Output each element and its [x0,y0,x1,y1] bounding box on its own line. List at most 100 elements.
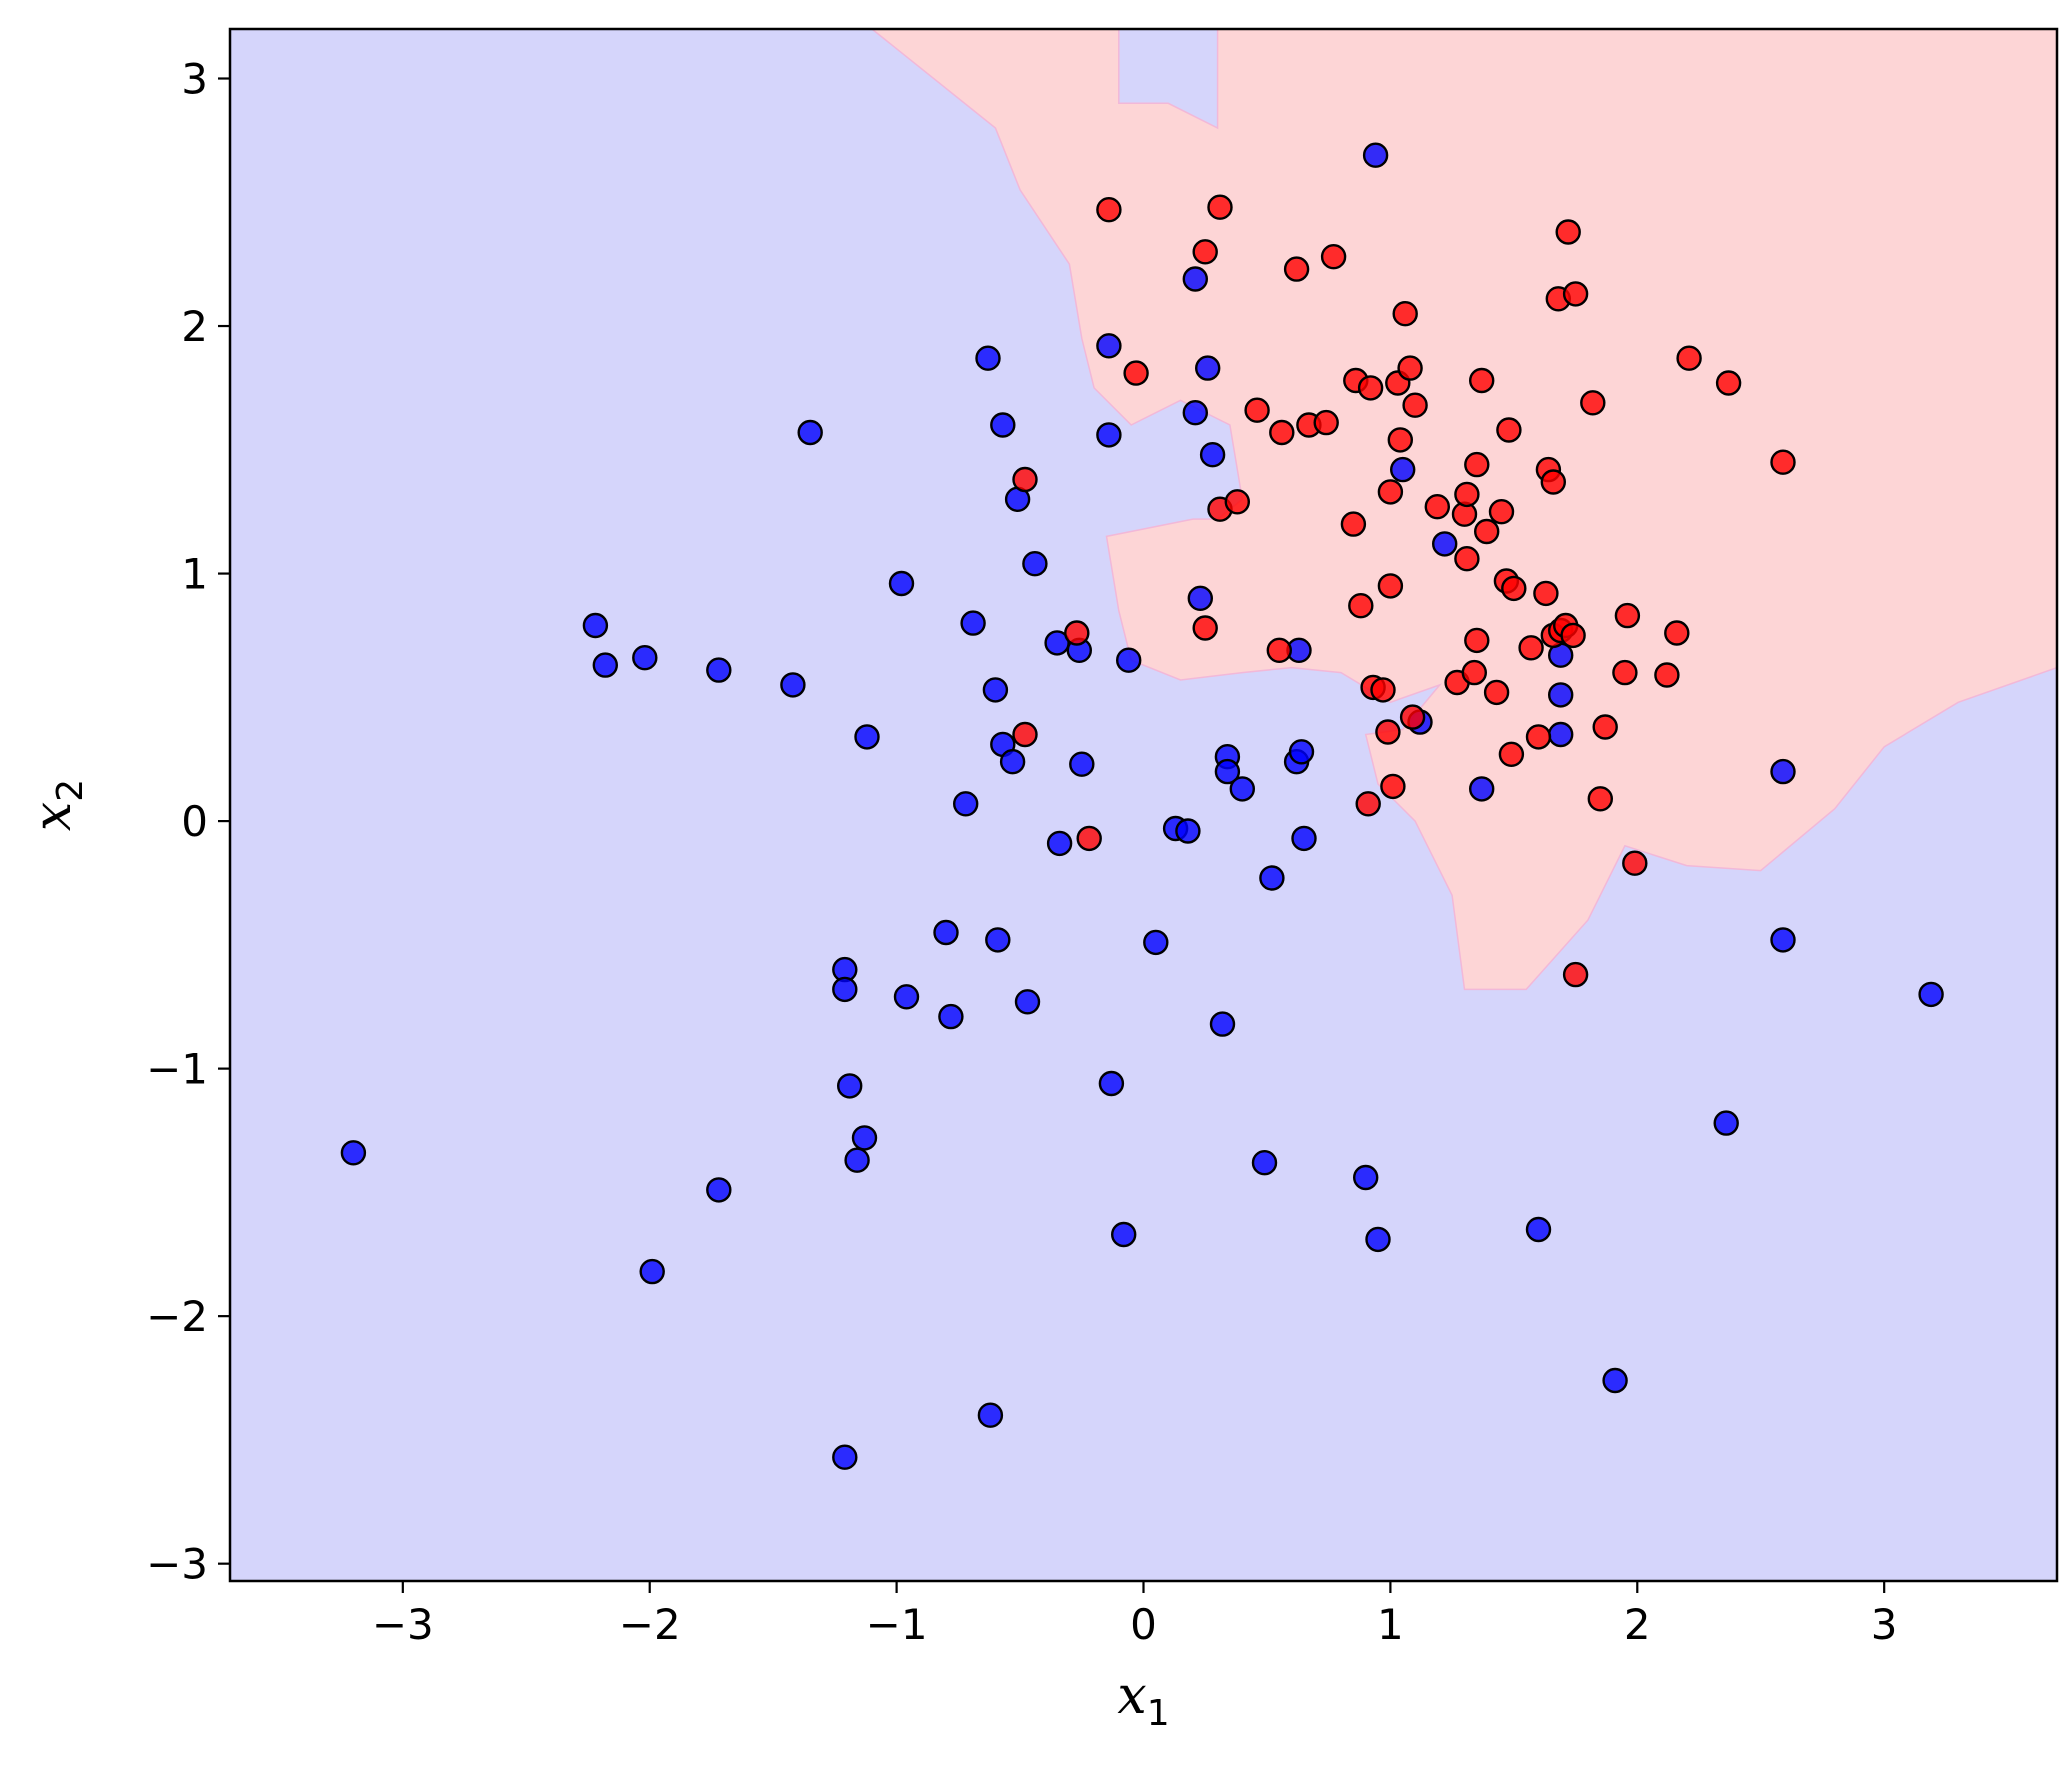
class-0-point [953,791,979,817]
y-tick-label: −3 [146,1540,208,1589]
class-1-point [1283,256,1310,282]
class-1-point [1587,786,1614,812]
class-1-point [1454,481,1480,508]
class-1-point [1192,615,1218,641]
x-tick-label: 2 [1624,1600,1651,1649]
class-1-point [1488,499,1515,525]
class-0-point [1115,647,1142,673]
class-1-point [1377,573,1404,599]
class-1-point [1473,518,1500,545]
class-0-point [797,419,823,446]
class-1-point [1560,622,1586,649]
class-0-point [1468,776,1495,802]
class-1-point [1770,449,1796,475]
class-1-point [1355,791,1381,817]
class-1-point [1580,390,1606,416]
class-0-point [832,976,858,1003]
class-1-point [1096,196,1122,223]
class-1-point [1525,724,1552,750]
class-1-point [1468,367,1495,394]
class-1-point [1012,721,1038,748]
class-1-point [1622,850,1648,876]
class-0-point [854,724,880,750]
class-0-point [1547,682,1574,708]
class-0-point [340,1140,367,1166]
class-1-point [1348,593,1374,619]
y-tick-label: −2 [146,1292,208,1341]
class-0-point [1288,739,1315,765]
class-0-point [1022,551,1048,577]
y-tick-label: 1 [181,550,208,599]
class-0-point [1770,927,1796,953]
class-0-point [1525,1216,1552,1243]
class-1-point [1380,773,1406,800]
class-1-point [1269,419,1295,446]
x-tick-label: −1 [866,1600,928,1649]
class-0-point [990,412,1016,438]
class-1-point [1612,659,1638,686]
class-0-point [1602,1367,1628,1394]
class-0-point [1098,1070,1125,1097]
class-1-point [1424,494,1451,520]
class-0-point [844,1147,870,1173]
y-tick-label: 3 [181,55,208,104]
class-0-point [592,652,618,678]
class-0-point [982,677,1009,703]
class-1-point [1402,392,1428,418]
class-0-point [1918,981,1944,1008]
class-1-point [1592,714,1618,740]
class-0-point [977,1402,1004,1428]
class-0-point [1389,456,1416,483]
class-1-point [1357,375,1384,401]
class-0-point [706,1177,732,1203]
class-0-point [1044,630,1070,656]
class-0-point [1214,758,1241,785]
class-1-point [1562,961,1589,988]
x-axis-label: x1 [1117,1666,1169,1734]
class-1-point [1614,602,1641,629]
data-points [340,142,1944,1470]
class-1-point [1375,719,1401,745]
class-1-point [1518,635,1544,661]
class-1-point [1244,397,1270,423]
class-1-point [1461,659,1488,686]
class-0-point [933,919,959,946]
class-0-point [975,345,1001,371]
class-0-point [1182,400,1209,426]
class-0-point [1362,142,1389,168]
class-0-point [1259,865,1285,891]
class-1-point [1464,451,1490,478]
class-0-point [960,610,986,636]
class-1-point [1562,281,1589,307]
class-1-point [1501,575,1527,602]
class-0-point [632,645,658,671]
class-0-point [1182,266,1209,292]
class-1-point [1483,679,1510,706]
class-0-point [1547,721,1574,748]
class-0-point [999,749,1026,775]
class-0-point [1096,422,1122,448]
class-0-point [1096,333,1122,359]
class-1-point [1555,219,1581,245]
class-0-point [1209,1011,1236,1037]
class-1-point [1498,741,1525,767]
x-tick-label: −3 [372,1600,434,1649]
class-1-point [1224,489,1251,515]
y-tick-label: 2 [181,302,208,351]
class-0-point [1187,585,1214,611]
class-1-point [1313,409,1339,436]
x-axis-ticks: −3 −2 −1 0 1 2 3 [372,1581,1898,1649]
class-0-point [1175,818,1201,844]
class-1-point [1533,580,1559,607]
class-1-point [1320,244,1347,270]
class-1-point [1676,345,1702,371]
class-0-point [938,1003,964,1030]
class-0-point [837,1073,863,1099]
class-1-point [1392,301,1418,327]
class-0-point [1352,1164,1379,1191]
class-1-point [1340,511,1367,537]
class-0-point [1069,751,1095,777]
class-1-point [1387,427,1414,453]
class-1-point [1123,360,1149,386]
